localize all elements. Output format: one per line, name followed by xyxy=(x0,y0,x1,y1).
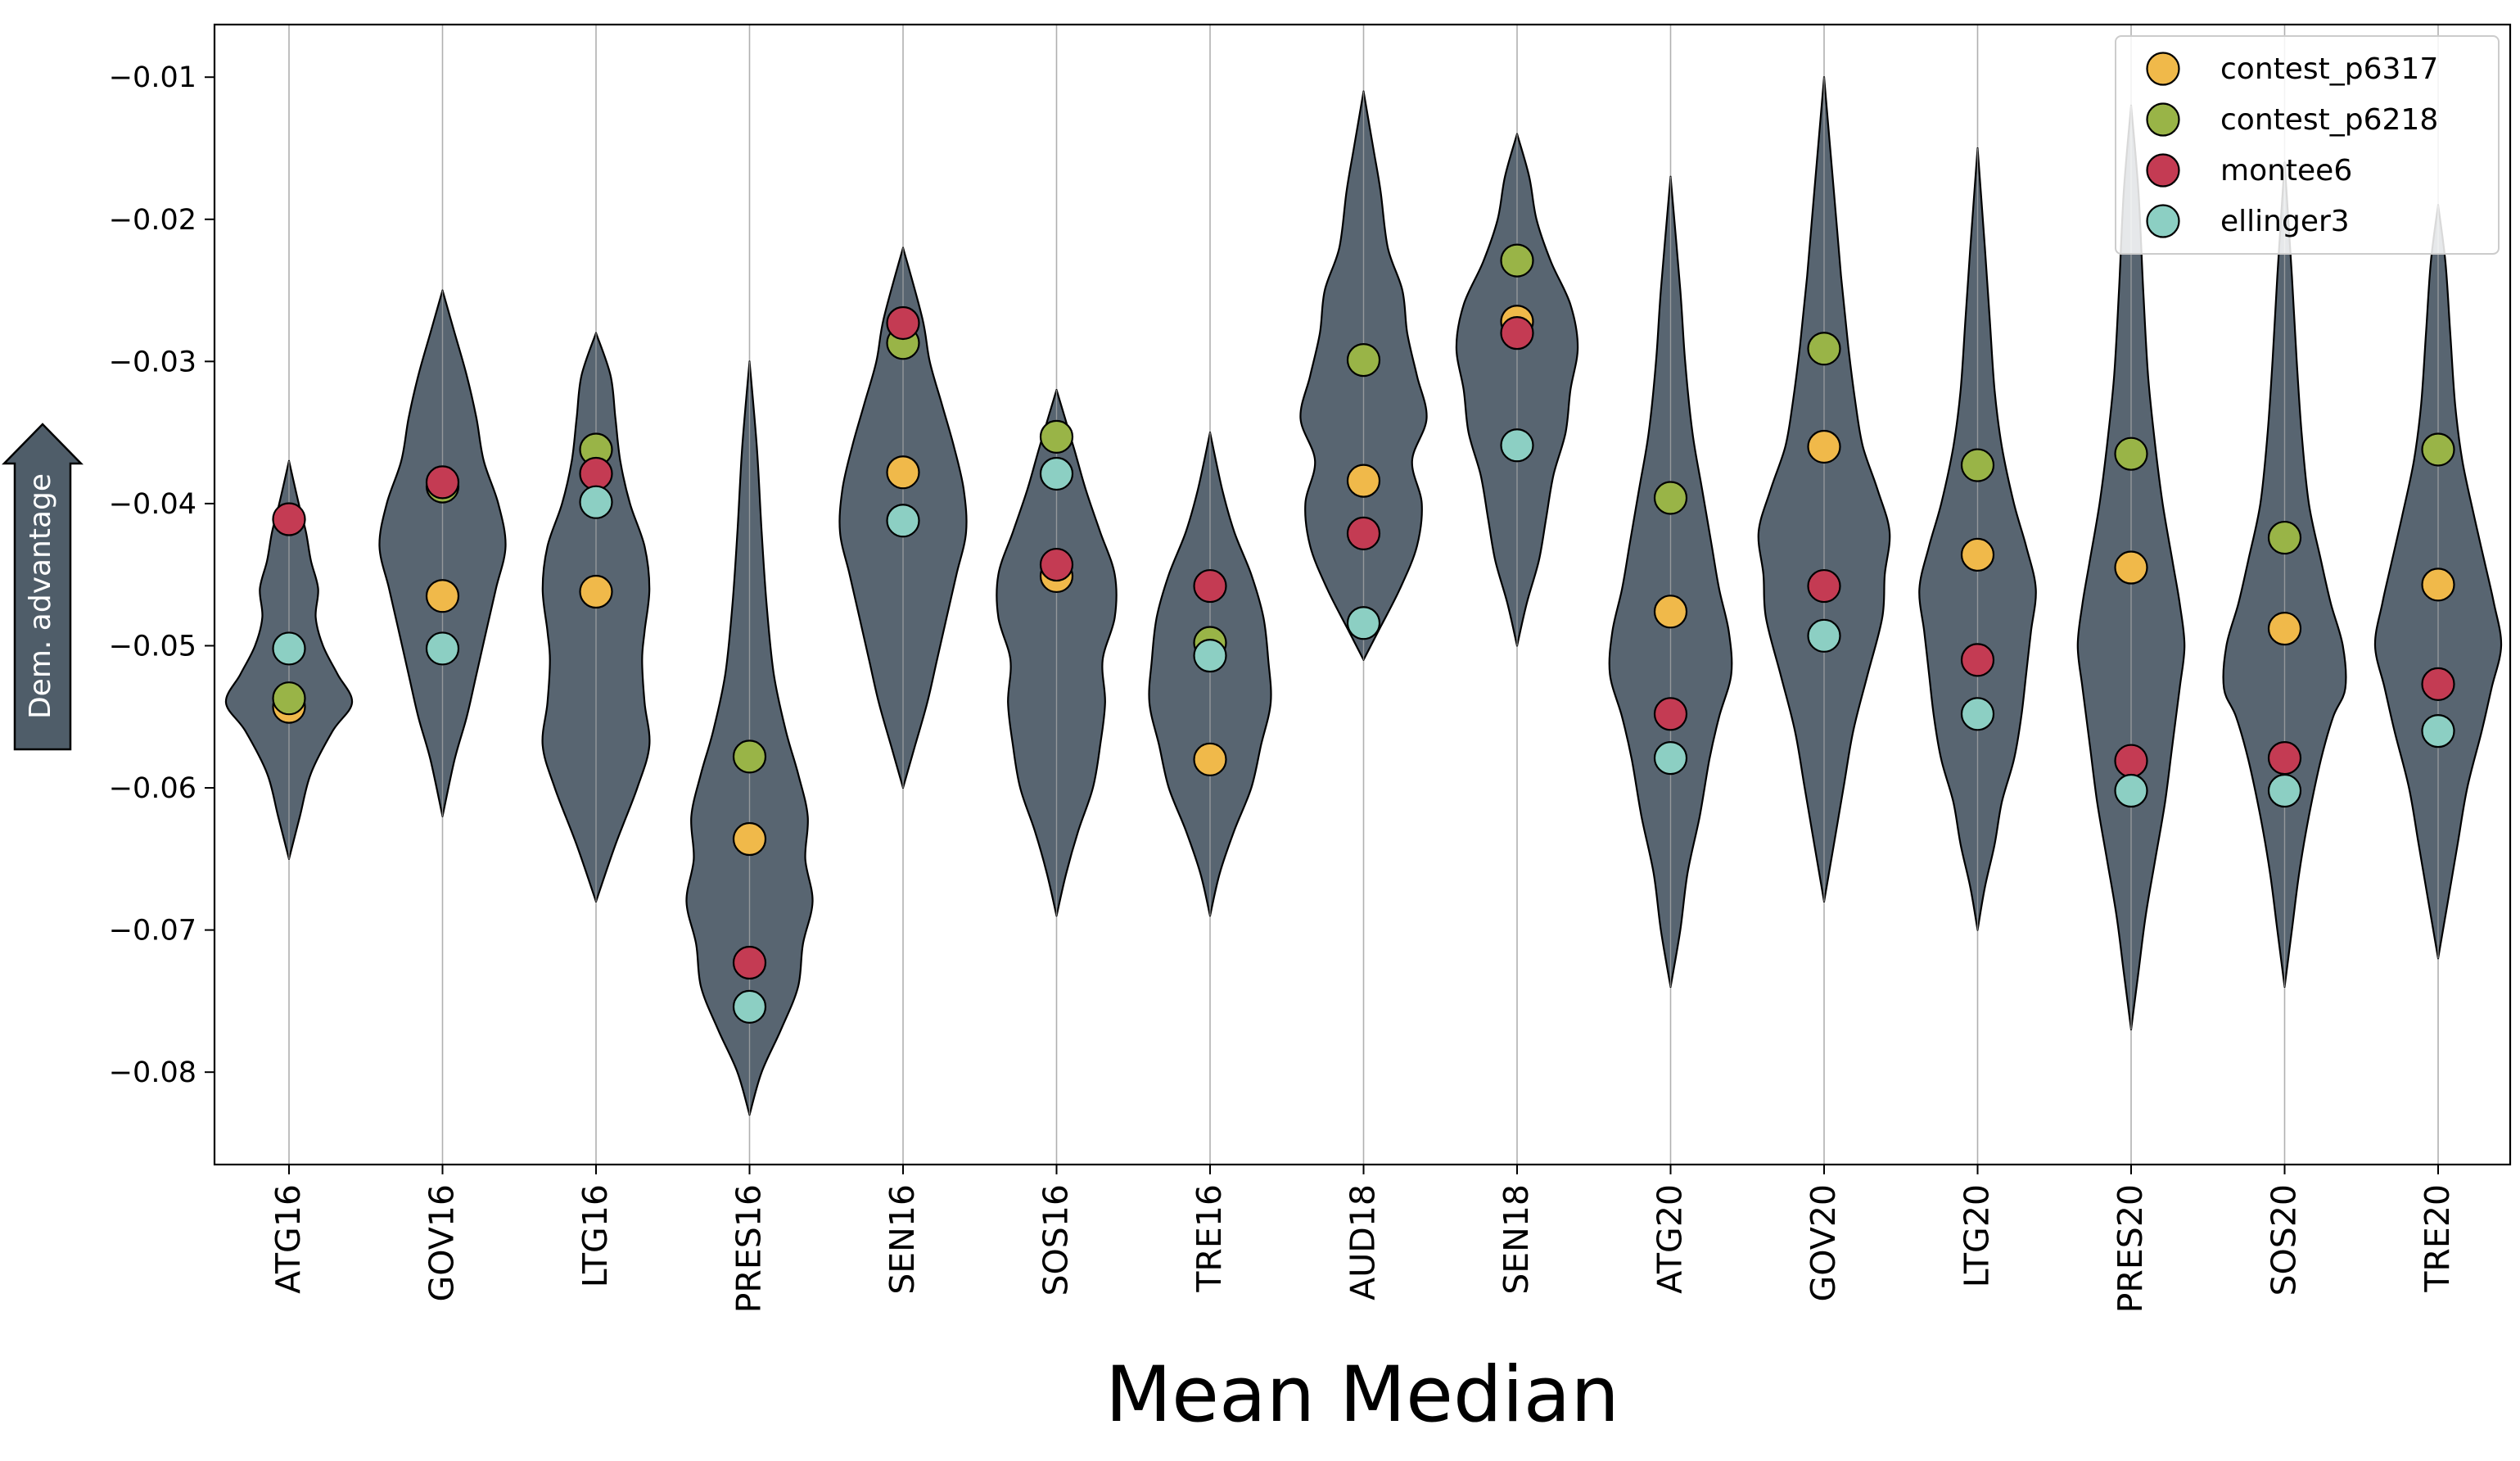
y-tick-label: −0.01 xyxy=(109,61,196,94)
point-montee6-ltg16 xyxy=(580,458,612,490)
point-contest_p6317-gov20 xyxy=(1809,431,1840,463)
point-ellinger3-pres16 xyxy=(734,991,765,1023)
point-contest_p6317-pres20 xyxy=(2116,552,2147,584)
point-contest_p6317-ltg20 xyxy=(1962,539,1994,571)
legend-label-montee6: montee6 xyxy=(2220,154,2352,188)
point-contest_p6218-tre20 xyxy=(2423,433,2455,465)
point-contest_p6218-sos20 xyxy=(2269,522,2301,554)
point-ellinger3-sen18 xyxy=(1502,429,1533,461)
point-ellinger3-sos16 xyxy=(1041,458,1073,490)
point-montee6-ltg20 xyxy=(1962,644,1994,676)
point-contest_p6317-ltg16 xyxy=(580,576,612,608)
point-montee6-gov16 xyxy=(427,466,458,498)
point-contest_p6317-sos20 xyxy=(2269,613,2301,645)
legend-marker-ellinger3 xyxy=(2147,206,2179,237)
point-contest_p6317-tre20 xyxy=(2423,568,2455,600)
y-tick-label: −0.08 xyxy=(109,1056,196,1089)
point-montee6-atg20 xyxy=(1655,698,1687,730)
legend-marker-montee6 xyxy=(2147,155,2179,187)
x-axis-title: Mean Median xyxy=(1105,1350,1619,1440)
x-tick-label-sos20: SOS20 xyxy=(2265,1184,2304,1296)
point-ellinger3-pres20 xyxy=(2116,775,2147,807)
legend-label-ellinger3: ellinger3 xyxy=(2220,205,2350,238)
legend-label-contest_p6218: contest_p6218 xyxy=(2220,103,2438,137)
point-contest_p6218-pres16 xyxy=(734,740,765,772)
x-tick-label-tre16: TRE16 xyxy=(1190,1184,1229,1293)
point-ellinger3-gov20 xyxy=(1809,620,1840,652)
legend-marker-contest_p6317 xyxy=(2147,53,2179,85)
legend: contest_p6317 contest_p6218 montee6 ellinge… xyxy=(2116,36,2499,254)
point-ellinger3-ltg16 xyxy=(580,486,612,518)
y-tick-label: −0.03 xyxy=(109,346,196,378)
point-ellinger3-tre20 xyxy=(2423,715,2455,747)
point-ellinger3-aud18 xyxy=(1348,607,1380,639)
point-ellinger3-gov16 xyxy=(427,632,458,664)
point-contest_p6218-gov20 xyxy=(1809,332,1840,364)
arrow-label: Dem. advantage xyxy=(24,473,57,719)
point-montee6-pres16 xyxy=(734,947,765,979)
point-montee6-aud18 xyxy=(1348,518,1380,550)
point-ellinger3-sen16 xyxy=(887,504,919,536)
point-contest_p6317-sen16 xyxy=(887,456,919,488)
point-contest_p6218-sen18 xyxy=(1502,245,1533,277)
x-tick-label-aud18: AUD18 xyxy=(1344,1184,1383,1300)
legend-marker-contest_p6218 xyxy=(2147,104,2179,136)
y-tick-label: −0.02 xyxy=(109,204,196,237)
y-tick-label: −0.07 xyxy=(109,915,196,948)
x-tick-label-gov20: GOV20 xyxy=(1804,1184,1843,1302)
x-tick-label-atg20: ATG20 xyxy=(1651,1184,1690,1294)
x-tick-label-gov16: GOV16 xyxy=(422,1184,462,1302)
point-montee6-sen18 xyxy=(1502,317,1533,349)
point-contest_p6218-atg16 xyxy=(273,682,305,714)
x-tick-label-pres20: PRES20 xyxy=(2111,1184,2150,1313)
point-ellinger3-sos20 xyxy=(2269,775,2301,807)
x-tick-label-sen18: SEN18 xyxy=(1497,1184,1536,1295)
x-tick-label-tre20: TRE20 xyxy=(2418,1184,2457,1293)
y-tick-label: −0.06 xyxy=(109,772,196,805)
y-axis: −0.01 −0.02 −0.03 −0.04 −0.05 −0.06 −0.07 −0.08 xyxy=(109,61,215,1089)
point-montee6-tre16 xyxy=(1195,570,1226,602)
point-ellinger3-tre16 xyxy=(1195,640,1226,672)
point-montee6-pres20 xyxy=(2116,745,2147,777)
x-tick-label-sos16: SOS16 xyxy=(1036,1184,1076,1296)
point-ellinger3-atg16 xyxy=(273,632,305,664)
x-axis: ATG16 GOV16 LTG16 PRES16 SEN16 SOS16 TRE16 AUD1… xyxy=(269,1165,2457,1313)
x-tick-label-ltg16: LTG16 xyxy=(576,1184,615,1287)
point-ellinger3-ltg20 xyxy=(1962,698,1994,730)
point-contest_p6317-pres16 xyxy=(734,823,765,855)
point-montee6-sen16 xyxy=(887,307,919,339)
x-tick-label-ltg20: LTG20 xyxy=(1958,1184,1997,1287)
y-tick-label: −0.04 xyxy=(109,488,196,521)
point-contest_p6317-tre16 xyxy=(1195,744,1226,776)
point-montee6-sos16 xyxy=(1041,549,1073,581)
x-tick-label-sen16: SEN16 xyxy=(883,1184,922,1295)
point-contest_p6317-atg20 xyxy=(1655,595,1687,627)
dem-advantage-arrow: Dem. advantage xyxy=(4,424,81,749)
legend-label-contest_p6317: contest_p6317 xyxy=(2220,52,2438,86)
point-montee6-sos20 xyxy=(2269,742,2301,774)
point-contest_p6218-atg20 xyxy=(1655,482,1687,513)
x-tick-label-pres16: PRES16 xyxy=(729,1184,769,1313)
x-tick-label-atg16: ATG16 xyxy=(269,1184,308,1294)
point-contest_p6218-aud18 xyxy=(1348,344,1380,376)
point-montee6-tre20 xyxy=(2423,668,2455,700)
point-montee6-gov20 xyxy=(1809,570,1840,602)
point-contest_p6218-sos16 xyxy=(1041,421,1073,453)
point-montee6-atg16 xyxy=(273,504,305,536)
point-contest_p6218-pres20 xyxy=(2116,438,2147,470)
y-tick-label: −0.05 xyxy=(109,630,196,663)
point-ellinger3-atg20 xyxy=(1655,742,1687,774)
point-contest_p6317-aud18 xyxy=(1348,465,1380,497)
point-contest_p6218-ltg20 xyxy=(1962,450,1994,482)
point-contest_p6317-gov16 xyxy=(427,580,458,612)
